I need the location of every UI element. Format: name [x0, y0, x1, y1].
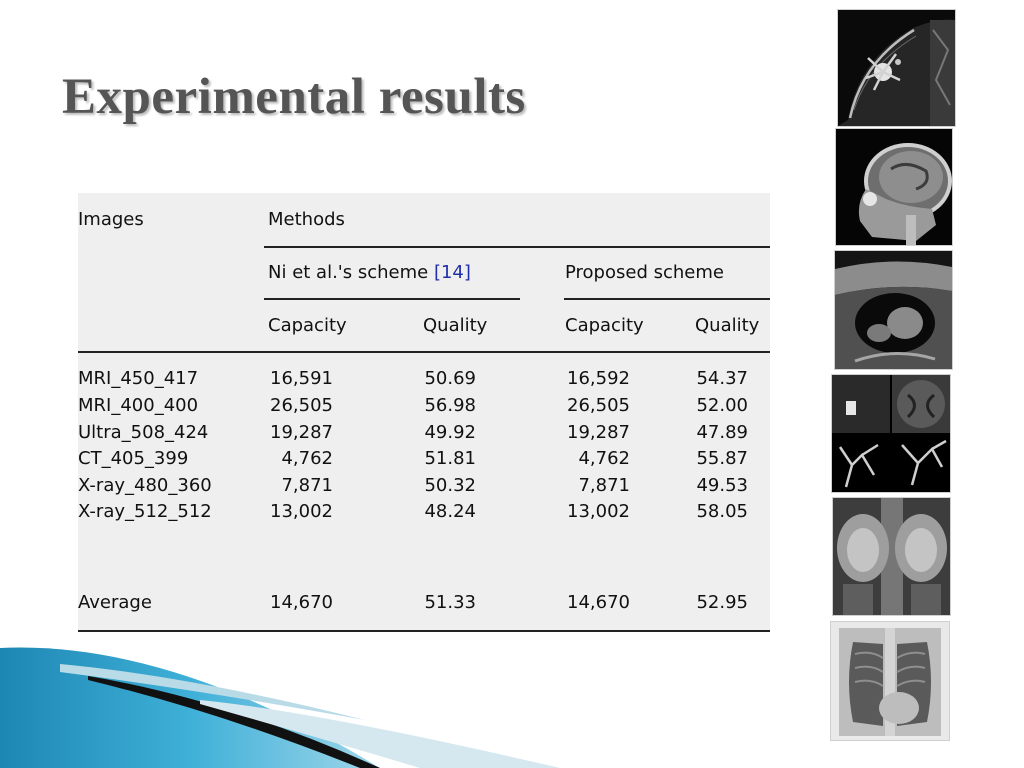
- brain-mri-thumbnail: [835, 128, 953, 246]
- row-2-proposed-quality: 52.00: [696, 395, 748, 416]
- slide-title: Experimental results: [62, 69, 526, 125]
- chest-xray-thumbnail: [830, 621, 950, 741]
- row-2-ni-capacity: 26,505: [270, 395, 333, 416]
- average-proposed-capacity: 14,670: [567, 592, 630, 613]
- header-scheme-b: Proposed scheme: [565, 262, 724, 283]
- ct-angiography-image: [832, 375, 950, 492]
- row-2-image: MRI_400_400: [78, 395, 199, 416]
- row-5-ni-quality: 50.32: [424, 475, 476, 496]
- header-methods: Methods: [268, 209, 345, 230]
- ultrasound-image: [835, 251, 952, 369]
- row-3-proposed-quality: 47.89: [696, 422, 748, 443]
- pelvis-xray-image: [833, 498, 950, 615]
- header-ni-capacity: Capacity: [268, 315, 347, 336]
- ultrasound-thumbnail: [834, 250, 953, 370]
- scheme-a-ref-link[interactable]: [14]: [433, 262, 471, 283]
- average-proposed-quality: 52.95: [696, 592, 748, 613]
- row-4-proposed-capacity: 4,762: [578, 448, 630, 469]
- average-label: Average: [78, 592, 152, 613]
- scheme-a-name: Ni et al.'s scheme: [268, 262, 429, 283]
- results-table: Images Methods Ni et al.'s scheme [14] P…: [78, 193, 770, 632]
- row-5-proposed-quality: 49.53: [696, 475, 748, 496]
- rule-scheme-a: [264, 298, 520, 300]
- row-4-ni-capacity: 4,762: [281, 448, 333, 469]
- row-4-ni-quality: 51.81: [424, 448, 476, 469]
- rule-methods: [264, 246, 770, 248]
- brain-mri-image: [836, 129, 952, 245]
- row-6-proposed-quality: 58.05: [696, 501, 748, 522]
- header-proposed-capacity: Capacity: [565, 315, 644, 336]
- row-6-ni-capacity: 13,002: [270, 501, 333, 522]
- average-ni-quality: 51.33: [424, 592, 476, 613]
- breast-mri-thumbnail: [837, 9, 956, 127]
- pelvis-xray-thumbnail: [832, 497, 951, 616]
- row-2-ni-quality: 56.98: [424, 395, 476, 416]
- header-scheme-a: Ni et al.'s scheme [14]: [268, 262, 471, 283]
- row-5-ni-capacity: 7,871: [281, 475, 333, 496]
- row-1-proposed-quality: 54.37: [696, 368, 748, 389]
- row-6-image: X-ray_512_512: [78, 501, 212, 522]
- breast-mri-image: [838, 10, 955, 126]
- row-3-ni-capacity: 19,287: [270, 422, 333, 443]
- ct-angiography-thumbnail: [831, 374, 951, 493]
- row-3-image: Ultra_508_424: [78, 422, 209, 443]
- row-1-proposed-capacity: 16,592: [567, 368, 630, 389]
- header-images: Images: [78, 209, 144, 230]
- row-5-proposed-capacity: 7,871: [578, 475, 630, 496]
- rule-table-bottom: [78, 630, 770, 632]
- header-proposed-quality: Quality: [695, 315, 760, 336]
- row-4-proposed-quality: 55.87: [696, 448, 748, 469]
- rule-header-bottom: [78, 351, 770, 353]
- row-3-proposed-capacity: 19,287: [567, 422, 630, 443]
- rule-scheme-b: [564, 298, 770, 300]
- row-4-image: CT_405_399: [78, 448, 189, 469]
- row-1-ni-quality: 50.69: [424, 368, 476, 389]
- row-6-ni-quality: 48.24: [424, 501, 476, 522]
- row-3-ni-quality: 49.92: [424, 422, 476, 443]
- chest-xray-image: [831, 622, 949, 740]
- row-2-proposed-capacity: 26,505: [567, 395, 630, 416]
- row-1-ni-capacity: 16,591: [270, 368, 333, 389]
- row-5-image: X-ray_480_360: [78, 475, 212, 496]
- average-ni-capacity: 14,670: [270, 592, 333, 613]
- header-ni-quality: Quality: [423, 315, 488, 336]
- row-6-proposed-capacity: 13,002: [567, 501, 630, 522]
- row-1-image: MRI_450_417: [78, 368, 199, 389]
